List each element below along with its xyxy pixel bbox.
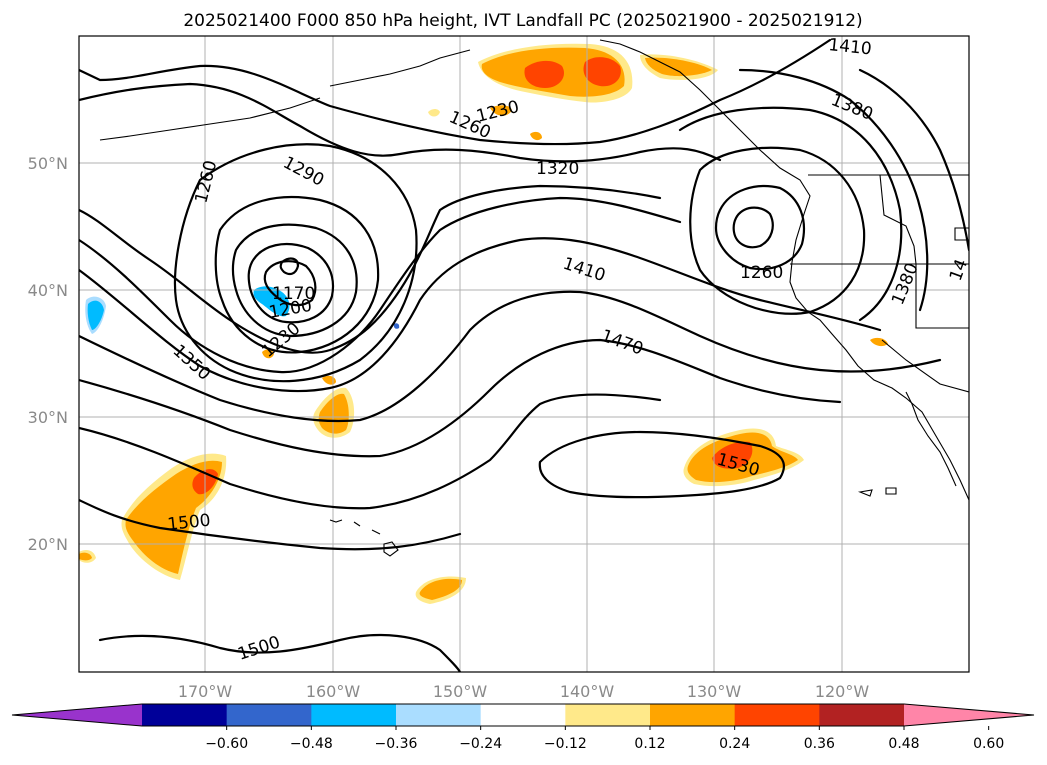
latitude-labels: 50°N 40°N 30°N 20°N (28, 154, 68, 554)
colorbar-tick-label: 0.60 (973, 736, 1004, 752)
lon-label-170w: 170°W (178, 682, 233, 701)
contour-label-1170: 1170 (272, 284, 315, 304)
colorbar-tick-label: −0.24 (459, 736, 502, 752)
colorbar-segment (142, 704, 228, 726)
colorbar-extend-high (904, 704, 1034, 726)
longitude-labels: 170°W 160°W 150°W 140°W 130°W 120°W (178, 682, 870, 701)
map-frame (78, 35, 970, 673)
lat-label-40n: 40°N (28, 281, 68, 300)
colorbar-segment (650, 704, 736, 726)
lon-label-140w: 140°W (560, 682, 615, 701)
colorbar-segment (226, 704, 312, 726)
colorbar-extend-low (12, 704, 142, 726)
chart-title: 2025021400 F000 850 hPa height, IVT Land… (183, 11, 862, 31)
colorbar-tick-label: −0.60 (205, 736, 248, 752)
colorbar-segment (565, 704, 651, 726)
map-panel[interactable] (79, 36, 969, 672)
colorbar-tick-label: 0.36 (804, 736, 835, 752)
colorbar-outline (11, 703, 1035, 727)
lon-label-130w: 130°W (687, 682, 742, 701)
contour-label-1410-north: 1410 (827, 35, 872, 59)
lat-label-20n: 20°N (28, 535, 68, 554)
gridlines (79, 36, 969, 672)
contour-label-14-edge: 14 (946, 257, 972, 284)
ivt-negative-low (253, 286, 290, 317)
colorbar-tick-label: −0.36 (375, 736, 418, 752)
lon-label-160w: 160°W (306, 682, 361, 701)
colorbar: −0.60 −0.48 −0.36 −0.24 −0.12 0.12 0.24 0.36 0.4… (11, 703, 1035, 752)
contour-label-1500-west: 1500 (166, 511, 211, 535)
lon-label-120w: 120°W (815, 682, 870, 701)
colorbar-tick-label: −0.48 (290, 736, 333, 752)
colorbar-segment (734, 704, 820, 726)
lat-label-50n: 50°N (28, 154, 68, 173)
height-contours (79, 38, 969, 672)
colorbar-segment (396, 704, 482, 726)
contour-label-1320: 1320 (536, 159, 579, 179)
colorbar-tick-label: 0.48 (888, 736, 919, 752)
colorbar-tick-label: 0.24 (719, 736, 750, 752)
lon-label-150w: 150°W (433, 682, 488, 701)
ivt-shading (79, 43, 888, 604)
colorbar-segment (819, 704, 905, 726)
colorbar-segment (311, 704, 397, 726)
contour-label-1260-east: 1260 (740, 263, 783, 283)
colorbar-segment (480, 704, 566, 726)
lat-label-30n: 30°N (28, 408, 68, 427)
colorbar-tick-label: −0.12 (544, 736, 587, 752)
colorbar-tick-label: 0.12 (634, 736, 665, 752)
